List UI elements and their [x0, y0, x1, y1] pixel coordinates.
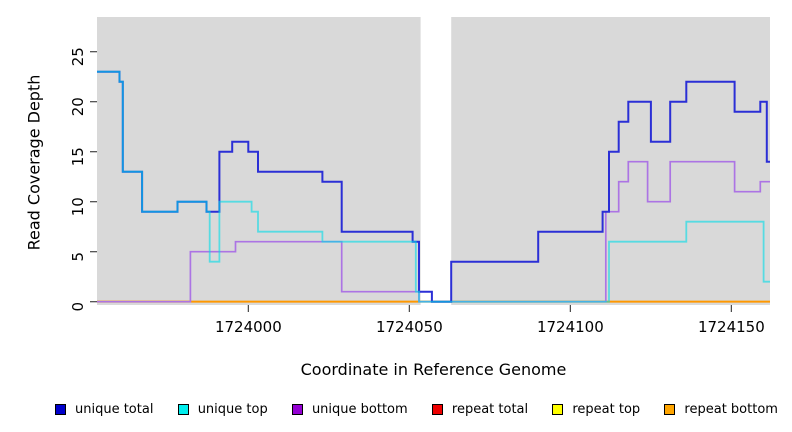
- chart-legend: unique total unique top unique bottom repea…: [0, 398, 792, 420]
- legend-swatch-icon: [177, 403, 189, 415]
- legend-label: repeat top: [572, 401, 641, 417]
- y-tick-label: 0: [69, 302, 87, 312]
- x-tick-label: 1724100: [537, 318, 604, 336]
- x-tick-label: 1724000: [215, 318, 282, 336]
- legend-item-repeat-bottom: repeat bottom: [664, 402, 778, 417]
- chart-svg: 1724000 1724050 1724100 1724150 0 5 10 15 20 25: [69, 17, 770, 336]
- x-axis-title: Coordinate in Reference Genome: [300, 360, 567, 379]
- x-tick-label: 1724050: [376, 318, 443, 336]
- legend-label: unique top: [197, 401, 268, 417]
- y-tick-label: 25: [69, 47, 87, 66]
- legend-item-repeat-top: repeat top: [552, 402, 640, 417]
- legend-label: unique total: [75, 401, 154, 417]
- chart-canvas: 1724000 1724050 1724100 1724150 0 5 10 15 20 25: [69, 17, 770, 336]
- y-tick-label: 5: [69, 252, 87, 262]
- legend-swatch-icon: [55, 403, 66, 415]
- legend-item-repeat-total: repeat total: [431, 401, 529, 417]
- y-tick-label: 10: [69, 197, 87, 216]
- x-tick-label: 1724150: [698, 318, 765, 336]
- legend-label: repeat bottom: [684, 401, 778, 417]
- legend-label: unique bottom: [311, 401, 408, 417]
- legend-swatch-icon: [431, 403, 443, 415]
- legend-item-unique-total: unique total: [55, 402, 153, 417]
- legend-swatch-icon: [291, 403, 303, 415]
- legend-swatch-icon: [664, 403, 676, 415]
- legend-swatch-icon: [552, 403, 564, 415]
- legend-item-unique-top: unique top: [177, 401, 268, 417]
- legend-item-unique-bottom: unique bottom: [291, 401, 408, 417]
- y-axis-title: Read Coverage Depth: [24, 74, 44, 251]
- y-tick-label: 15: [69, 147, 87, 166]
- series-line-unique-bottom: [97, 160, 770, 303]
- legend-label: repeat total: [451, 401, 529, 417]
- series-line-unique-top: [97, 70, 770, 303]
- y-tick-label: 20: [69, 97, 87, 116]
